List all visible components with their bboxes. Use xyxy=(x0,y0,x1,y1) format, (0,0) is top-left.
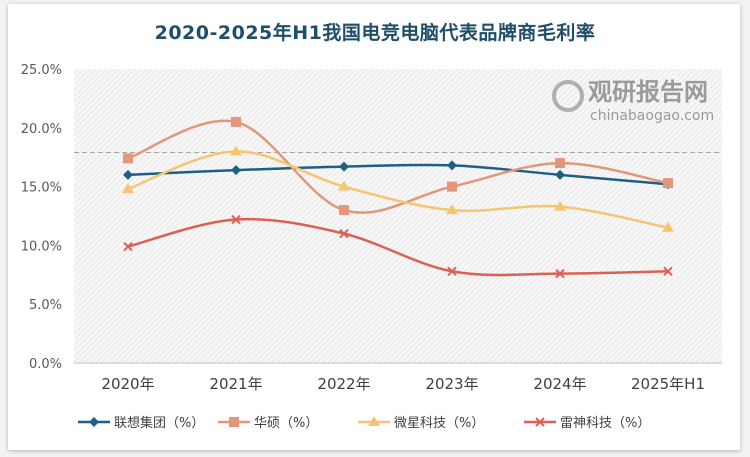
x-tick-label: 2022年 xyxy=(317,375,370,393)
series-2 xyxy=(122,145,674,232)
legend-label: 华硕（%） xyxy=(254,416,318,431)
data-point xyxy=(123,153,133,164)
data-point xyxy=(555,169,565,180)
x-tick-label: 2025年H1 xyxy=(631,375,705,393)
x-tick-label: 2024年 xyxy=(533,375,586,393)
series-line xyxy=(127,163,669,186)
series-line xyxy=(127,217,669,277)
data-point xyxy=(555,158,565,169)
y-tick-label: 15.0% xyxy=(21,181,62,196)
legend-item[interactable]: 联想集团（%） xyxy=(78,415,204,431)
data-point xyxy=(338,180,350,191)
data-point xyxy=(446,204,458,215)
y-tick-label: 5.0% xyxy=(29,298,62,313)
legend-label: 联想集团（%） xyxy=(114,415,204,431)
data-point xyxy=(663,266,673,276)
legend-item[interactable]: 华硕（%） xyxy=(218,416,318,431)
watermark-logo-icon xyxy=(552,80,584,112)
data-point xyxy=(339,228,349,239)
chart-title: 2020-2025年H1我国电竞电脑代表品牌商毛利率 xyxy=(154,22,596,44)
data-point xyxy=(447,181,457,192)
y-tick-label: 20.0% xyxy=(21,122,62,137)
data-point xyxy=(662,221,674,232)
series-line xyxy=(127,119,669,214)
legend-label: 雷神科技（%） xyxy=(560,416,650,431)
data-point xyxy=(555,268,565,279)
y-tick-label: 10.0% xyxy=(21,239,62,254)
legend-item[interactable]: 微星科技（%） xyxy=(358,416,484,431)
data-point xyxy=(230,145,242,156)
data-point xyxy=(123,241,133,252)
watermark-url: chinabaogao.com xyxy=(590,108,714,124)
x-tick-label: 2021年 xyxy=(209,375,262,393)
legend-item[interactable]: 雷神科技（%） xyxy=(524,416,650,431)
data-point xyxy=(554,200,566,211)
data-point xyxy=(447,160,457,171)
x-tick-label: 2023年 xyxy=(425,375,478,393)
data-point xyxy=(339,161,349,172)
legend-marker xyxy=(368,416,380,426)
legend-marker xyxy=(229,417,239,427)
x-tick-label: 2020年 xyxy=(101,375,154,393)
series-1 xyxy=(123,116,673,216)
data-point xyxy=(339,205,349,216)
legend-label: 微星科技（%） xyxy=(394,416,484,431)
y-tick-label: 25.0% xyxy=(21,63,62,78)
series-line xyxy=(127,150,669,229)
legend-marker xyxy=(89,417,99,427)
y-tick-label: 0.0% xyxy=(29,357,62,372)
series-3 xyxy=(123,214,673,279)
data-point xyxy=(122,182,134,193)
data-point xyxy=(231,116,241,127)
data-point xyxy=(231,165,241,176)
legend-marker xyxy=(535,417,545,427)
data-point xyxy=(447,266,457,276)
data-point xyxy=(123,169,133,180)
data-point xyxy=(663,178,673,189)
watermark-brand: 观研报告网 xyxy=(588,78,708,106)
data-point xyxy=(231,214,241,225)
